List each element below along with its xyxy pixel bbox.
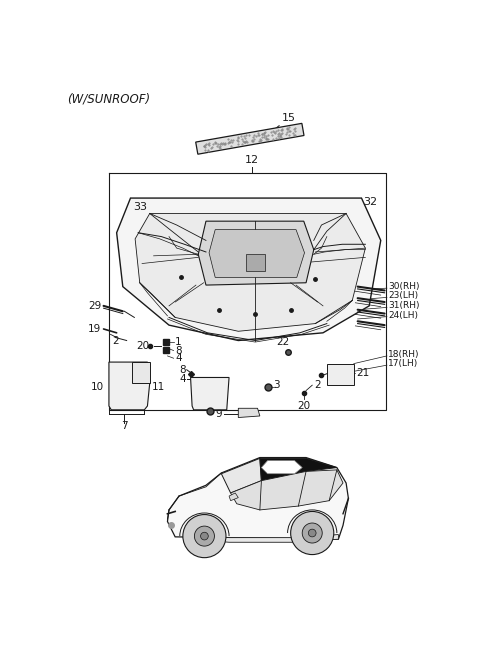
Text: 31(RH): 31(RH) xyxy=(388,301,420,310)
Polygon shape xyxy=(262,461,302,474)
Polygon shape xyxy=(209,230,304,277)
Text: 5: 5 xyxy=(259,221,266,234)
Text: 21: 21 xyxy=(356,368,369,378)
Text: 9: 9 xyxy=(215,409,222,419)
Text: 15: 15 xyxy=(281,113,295,123)
Text: 23(LH): 23(LH) xyxy=(388,291,419,300)
Text: 3: 3 xyxy=(273,380,279,390)
Polygon shape xyxy=(109,362,150,410)
Polygon shape xyxy=(191,377,229,410)
Text: 10: 10 xyxy=(90,382,104,392)
Text: (W/SUNROOF): (W/SUNROOF) xyxy=(67,92,151,106)
Circle shape xyxy=(201,532,208,540)
Text: 6: 6 xyxy=(240,409,246,419)
Text: 7: 7 xyxy=(121,421,128,432)
Text: 20: 20 xyxy=(137,341,150,351)
Polygon shape xyxy=(229,493,238,501)
Text: 1: 1 xyxy=(175,337,182,347)
Circle shape xyxy=(194,526,215,546)
Polygon shape xyxy=(191,535,338,543)
Text: 11: 11 xyxy=(152,382,165,392)
Text: 17(LH): 17(LH) xyxy=(388,359,419,368)
Circle shape xyxy=(302,523,322,543)
Text: 19: 19 xyxy=(88,324,101,334)
Polygon shape xyxy=(168,458,348,539)
Circle shape xyxy=(308,529,316,537)
Circle shape xyxy=(183,514,226,558)
Text: 18(RH): 18(RH) xyxy=(388,350,420,359)
Polygon shape xyxy=(132,362,150,383)
Text: 29: 29 xyxy=(88,301,101,311)
Polygon shape xyxy=(238,408,260,417)
Polygon shape xyxy=(135,213,365,331)
Polygon shape xyxy=(246,255,265,271)
Text: 12: 12 xyxy=(245,155,259,165)
Polygon shape xyxy=(221,459,262,493)
Text: 30(RH): 30(RH) xyxy=(388,282,420,291)
Text: 4: 4 xyxy=(175,353,182,363)
Polygon shape xyxy=(260,459,337,481)
Polygon shape xyxy=(117,198,381,340)
Text: 2: 2 xyxy=(112,335,119,346)
Text: 8: 8 xyxy=(175,346,182,356)
Text: 24(LH): 24(LH) xyxy=(388,310,419,319)
Circle shape xyxy=(291,512,334,554)
Text: 32: 32 xyxy=(363,197,377,207)
Text: 4: 4 xyxy=(180,374,186,384)
Text: 2: 2 xyxy=(314,380,320,390)
Polygon shape xyxy=(196,123,304,154)
Text: 22: 22 xyxy=(276,337,289,346)
Text: 8: 8 xyxy=(180,365,186,375)
Polygon shape xyxy=(198,221,314,285)
Bar xyxy=(330,199,347,207)
Text: 20: 20 xyxy=(297,401,310,411)
Polygon shape xyxy=(327,363,354,385)
Text: 33: 33 xyxy=(133,202,147,213)
Polygon shape xyxy=(230,470,343,510)
Bar xyxy=(168,203,184,211)
